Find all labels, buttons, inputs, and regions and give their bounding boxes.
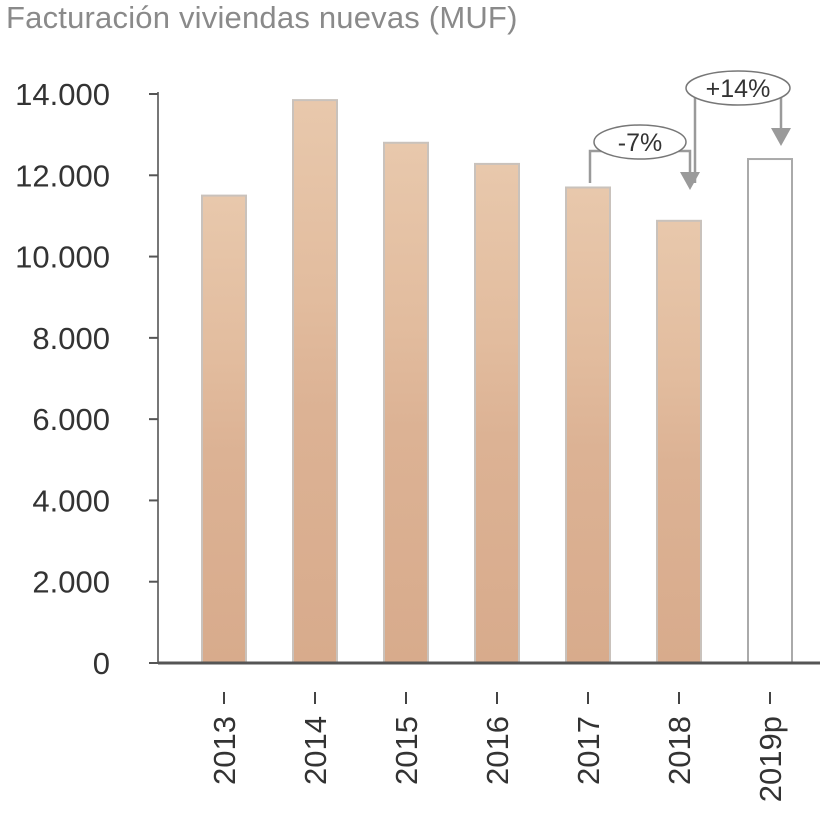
bar-2017 <box>565 186 611 664</box>
change-label: -7% <box>618 129 662 157</box>
x-tick-label: 2014 <box>298 716 333 785</box>
y-tick-label: 14.000 <box>15 77 110 112</box>
change-bubble <box>593 124 687 160</box>
bar-2018 <box>656 219 702 664</box>
bar-2013 <box>201 194 247 664</box>
x-axis: 2013 2014 2015 2016 2017 2018 2019p <box>158 661 820 802</box>
arrow-down-icon <box>771 128 791 146</box>
x-tick-label: 2018 <box>662 716 697 785</box>
change-label: +14% <box>706 75 771 103</box>
y-tick-label: 12.000 <box>15 158 110 193</box>
y-tick-label: 0 <box>93 646 110 681</box>
x-tick-label: 2013 <box>207 716 242 785</box>
y-tick-label: 6.000 <box>32 402 110 437</box>
x-tick-label: 2019p <box>753 716 788 802</box>
x-tick-label: 2015 <box>389 716 424 785</box>
y-axis: 0 2.000 4.000 6.000 8.000 10.000 12.000 14.000 <box>15 77 159 681</box>
annotations: -7% +14% <box>588 70 791 190</box>
chart-title: Facturación viviendas nuevas (MUF) <box>6 0 518 35</box>
y-tick-label: 4.000 <box>32 483 110 518</box>
bar-2019p <box>747 158 793 664</box>
bar-2015 <box>383 141 429 664</box>
bar-2014 <box>292 99 338 664</box>
bar-2016 <box>474 162 520 665</box>
y-tick-label: 2.000 <box>32 565 110 600</box>
y-tick-label: 8.000 <box>32 321 110 356</box>
y-tick-label: 10.000 <box>15 240 110 275</box>
change-bubble <box>685 70 791 106</box>
bars <box>201 99 793 665</box>
x-tick-label: 2016 <box>480 716 515 785</box>
arrow-down-icon <box>680 172 700 190</box>
x-tick-label: 2017 <box>571 716 606 785</box>
